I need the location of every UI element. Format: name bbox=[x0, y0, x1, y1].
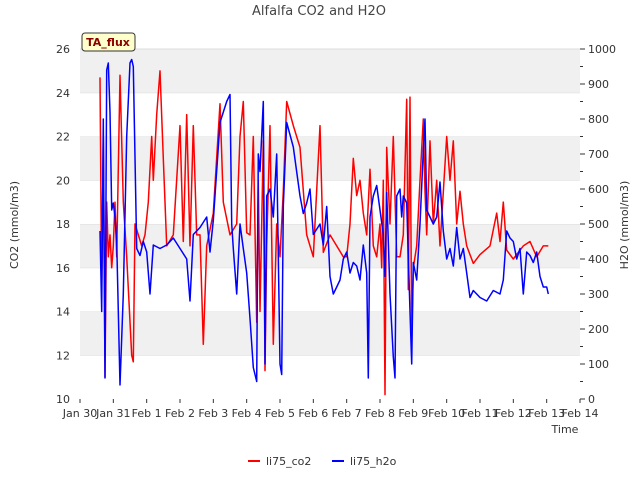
left-tick-label: 18 bbox=[56, 218, 70, 231]
right-tick-label: 0 bbox=[588, 393, 595, 406]
right-tick-label: 400 bbox=[588, 253, 609, 266]
legend-label: li75_h2o bbox=[350, 455, 397, 468]
x-axis-label: Time bbox=[551, 423, 579, 436]
chart-title: Alfalfa CO2 and H2O bbox=[252, 4, 386, 19]
left-tick-label: 10 bbox=[56, 393, 70, 406]
right-tick-label: 100 bbox=[588, 358, 609, 371]
right-tick-label: 700 bbox=[588, 148, 609, 161]
x-tick-label: Feb 9 bbox=[398, 407, 428, 420]
x-tick-label: Jan 30 bbox=[62, 407, 97, 420]
x-tick-label: Feb 1 bbox=[132, 407, 162, 420]
x-tick-label: Feb 14 bbox=[562, 407, 599, 420]
x-tick-label: Feb 12 bbox=[495, 407, 532, 420]
ta-flux-badge: TA_flux bbox=[81, 32, 136, 52]
right-tick-label: 200 bbox=[588, 323, 609, 336]
left-tick-label: 22 bbox=[56, 131, 70, 144]
x-tick-label: Feb 8 bbox=[365, 407, 395, 420]
left-tick-label: 14 bbox=[56, 306, 70, 319]
left-tick-label: 24 bbox=[56, 87, 70, 100]
x-tick-label: Feb 5 bbox=[265, 407, 295, 420]
x-tick-label: Jan 31 bbox=[95, 407, 130, 420]
left-tick-label: 12 bbox=[56, 349, 70, 362]
grid-bands bbox=[80, 48, 580, 399]
series-lines bbox=[99, 58, 550, 396]
y-axis-label-left: CO2 (mmol/m3) bbox=[8, 181, 21, 269]
right-tick-label: 500 bbox=[588, 218, 609, 231]
legend-label: li75_co2 bbox=[266, 455, 311, 468]
left-axis-ticks: 10 12 14 16 18 20 22 24 26 bbox=[56, 43, 70, 406]
grid-band bbox=[80, 355, 580, 399]
right-tick-label: 1000 bbox=[588, 43, 616, 56]
grid-band bbox=[80, 49, 580, 93]
grid-band bbox=[80, 311, 580, 356]
left-tick-label: 26 bbox=[56, 43, 70, 56]
left-tick-label: 16 bbox=[56, 262, 70, 275]
right-axis-ticks: 0 100 200 300 400 500 600 700 800 900 1000 bbox=[580, 43, 616, 406]
right-tick-label: 900 bbox=[588, 78, 609, 91]
x-tick-label: Feb 3 bbox=[198, 407, 228, 420]
series-line-li75_h2o bbox=[99, 58, 550, 386]
x-tick-label: Feb 7 bbox=[332, 407, 362, 420]
x-tick-label: Feb 13 bbox=[528, 407, 565, 420]
x-tick-label: Feb 2 bbox=[165, 407, 195, 420]
x-tick-label: Feb 10 bbox=[428, 407, 465, 420]
legend: li75_co2 li75_h2o bbox=[248, 455, 397, 468]
x-tick-label: Feb 6 bbox=[298, 407, 328, 420]
right-tick-label: 600 bbox=[588, 183, 609, 196]
right-tick-label: 800 bbox=[588, 113, 609, 126]
series-line-li75_co2 bbox=[99, 70, 549, 396]
grid-band bbox=[80, 92, 580, 137]
x-tick-label: Feb 4 bbox=[232, 407, 262, 420]
y-axis-label-right: H2O (mmol/m3) bbox=[618, 181, 631, 270]
badge-text: TA_flux bbox=[86, 36, 130, 49]
x-tick-label: Feb 11 bbox=[462, 407, 499, 420]
right-tick-label: 300 bbox=[588, 288, 609, 301]
grid-band bbox=[80, 224, 580, 268]
left-tick-label: 20 bbox=[56, 174, 70, 187]
